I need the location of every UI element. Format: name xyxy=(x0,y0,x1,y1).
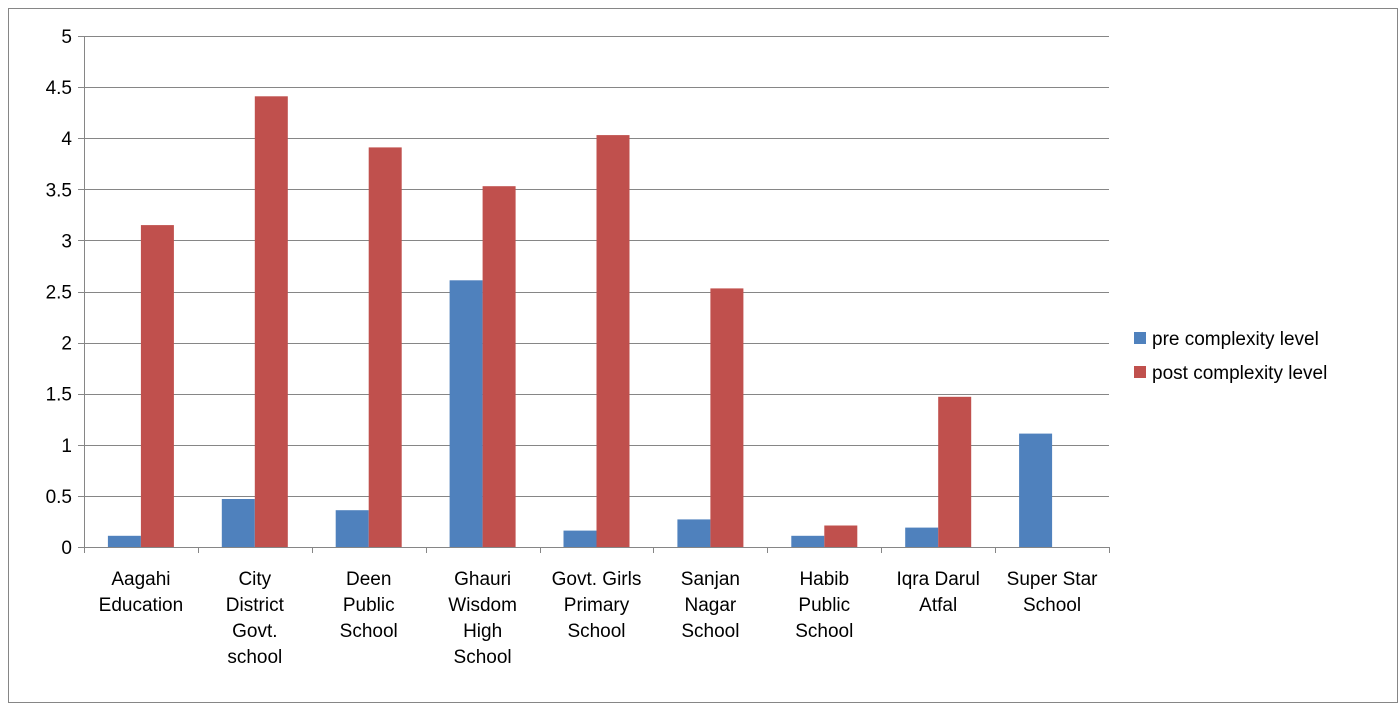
bar-post xyxy=(938,397,971,547)
x-tick-label-line: Deen xyxy=(346,569,391,590)
x-tick-label-line: Iqra Darul xyxy=(896,569,979,590)
y-tick-label: 1.5 xyxy=(46,385,72,406)
bar-post xyxy=(597,135,630,547)
bar-post xyxy=(141,225,174,547)
bar-pre xyxy=(677,519,710,547)
x-tick-label-line: School xyxy=(1023,595,1081,616)
bar-pre xyxy=(222,499,255,547)
bar-pre xyxy=(564,531,597,547)
x-tick-label: Iqra Darul Atfal xyxy=(896,569,979,616)
x-tick-label-line: Primary xyxy=(564,595,630,616)
x-tick-label-line: Public xyxy=(798,595,850,616)
x-tick-label: Govt. Girls Primary School xyxy=(552,569,642,642)
y-tick-label: 1 xyxy=(61,436,72,457)
x-tick-label-line: Govt. xyxy=(232,621,277,642)
bar-post xyxy=(824,526,857,548)
y-tick-label: 0.5 xyxy=(46,487,72,508)
bar-pre xyxy=(450,280,483,547)
x-tick-label-line: Sanjan xyxy=(681,569,740,590)
x-tick-label-line: School xyxy=(795,621,853,642)
x-tick-label: Habib Public School xyxy=(795,569,853,642)
x-tick-label: Sanjan Nagar School xyxy=(681,569,740,642)
x-tick-label-line: District xyxy=(226,595,285,616)
x-tick-label-line: Habib xyxy=(799,569,849,590)
x-tick-label: Super Star School xyxy=(1007,569,1098,616)
x-tick-label-line: Aagahi xyxy=(111,569,170,590)
x-tick-label-line: school xyxy=(227,647,282,668)
x-tick-label: Ghauri Wisdom High School xyxy=(448,569,517,668)
bar-post xyxy=(369,147,402,547)
x-tick-label-line: School xyxy=(681,621,739,642)
y-tick-label: 3 xyxy=(61,231,72,252)
y-tick-label: 4 xyxy=(61,129,72,150)
x-tick-label-line: School xyxy=(340,621,398,642)
bar-post xyxy=(483,186,516,547)
x-tick-label: Aagahi Education xyxy=(99,569,184,616)
x-tick-label-line: Atfal xyxy=(919,595,957,616)
x-tick-label-line: Govt. Girls xyxy=(552,569,642,590)
bar-pre xyxy=(791,536,824,547)
x-tick-label-line: Nagar xyxy=(685,595,737,616)
x-tick-label-line: City xyxy=(238,569,271,590)
x-tick-label: Deen Public School xyxy=(340,569,398,642)
x-tick-label: City District Govt. school xyxy=(226,569,285,668)
bar-post xyxy=(255,96,288,547)
bar-pre xyxy=(1019,434,1052,547)
bars xyxy=(108,96,1052,547)
legend-label-post: post complexity level xyxy=(1152,363,1327,384)
x-tick-label-line: Education xyxy=(99,595,184,616)
x-tick-label-line: Super Star xyxy=(1007,569,1098,590)
y-tick-label: 0 xyxy=(61,538,72,559)
x-tick-label-line: High xyxy=(463,621,502,642)
bar-pre xyxy=(108,536,141,547)
y-tick-label: 2.5 xyxy=(46,283,72,304)
x-axis-ticks: Aagahi Education City District Govt. school De… xyxy=(99,569,1098,668)
y-tick-label: 3.5 xyxy=(46,180,72,201)
y-axis-ticks: 0 0.5 1 1.5 2 2.5 3 3.5 4 4.5 5 xyxy=(46,27,73,559)
bar-post xyxy=(710,288,743,547)
bar-pre xyxy=(905,528,938,547)
x-tick-label-line: Ghauri xyxy=(454,569,511,590)
legend-label-pre: pre complexity level xyxy=(1152,329,1319,350)
y-tick-label: 2 xyxy=(61,334,72,355)
legend-swatch-pre xyxy=(1134,332,1146,344)
x-tick-label-line: School xyxy=(454,647,512,668)
x-tick-label-line: Public xyxy=(343,595,395,616)
y-tick-label: 4.5 xyxy=(46,78,72,99)
legend: pre complexity level post complexity leve… xyxy=(1134,329,1327,384)
x-tick-label-line: School xyxy=(567,621,625,642)
legend-swatch-post xyxy=(1134,366,1146,378)
x-tick-label-line: Wisdom xyxy=(448,595,517,616)
y-tick-label: 5 xyxy=(61,27,72,48)
bar-pre xyxy=(336,510,369,547)
